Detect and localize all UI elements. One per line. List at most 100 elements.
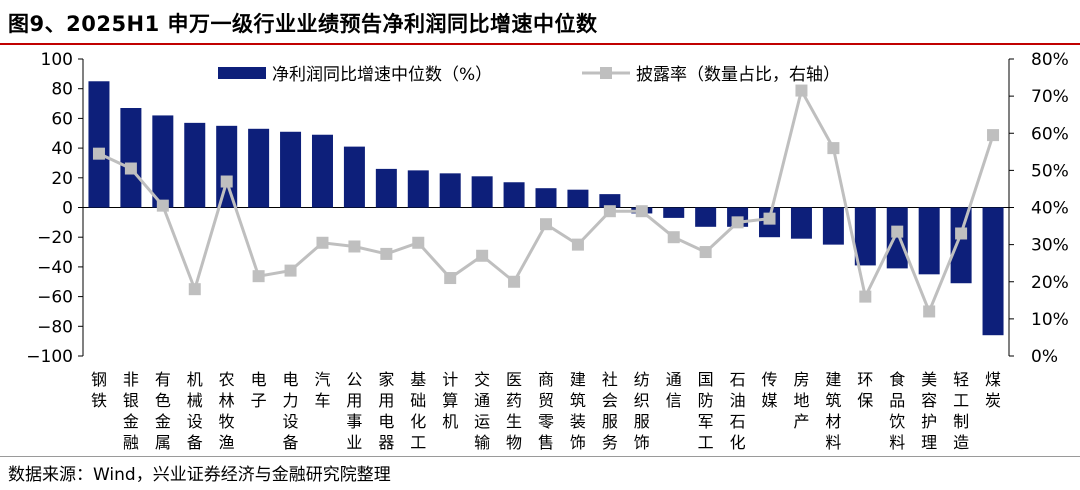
bar — [375, 168, 397, 208]
x-axis-category-label: 通信 — [666, 370, 682, 410]
line-marker — [699, 246, 712, 259]
line-marker — [124, 162, 137, 175]
bar — [120, 108, 142, 208]
x-axis-category-label: 家用电器 — [378, 370, 394, 452]
right-axis-tick-label: 30% — [1031, 236, 1069, 256]
bar — [567, 189, 589, 208]
x-axis-category-label: 电子 — [251, 370, 267, 410]
line-marker — [476, 249, 489, 262]
figure-title: 图9、2025H1 申万一级行业业绩预告净利润同比增速中位数 — [8, 12, 598, 36]
line-marker — [859, 290, 872, 303]
bar — [439, 173, 461, 208]
x-axis-category-label: 纺织服饰 — [634, 370, 650, 452]
bar — [503, 182, 525, 208]
right-axis-tick-label: 80% — [1031, 50, 1069, 70]
line-marker — [731, 216, 744, 229]
legend-line-marker — [600, 67, 612, 79]
x-axis-category-label: 计算机 — [442, 370, 458, 431]
legend: 净利润同比增速中位数（%） 披露率（数量占比，右轴） — [218, 65, 840, 85]
line-marker — [987, 129, 1000, 142]
bar — [343, 146, 365, 208]
x-axis-category-label: 医药生物 — [506, 370, 522, 452]
bar-series — [88, 81, 1004, 336]
right-axis-tick-label: 40% — [1031, 199, 1069, 219]
line-marker — [795, 84, 808, 97]
line-marker — [955, 227, 968, 240]
legend-bar-swatch — [218, 67, 266, 79]
bar — [918, 207, 940, 275]
left-axis-tick-label: 80 — [51, 80, 73, 100]
bar — [695, 207, 717, 227]
line-marker — [412, 236, 425, 249]
line-marker — [316, 236, 329, 249]
title-divider — [0, 43, 1080, 45]
x-axis-category-label: 建筑材料 — [825, 370, 841, 452]
left-axis-tick-label: 20 — [51, 169, 73, 189]
line-marker — [508, 275, 521, 288]
bar — [854, 207, 876, 266]
bar — [790, 207, 812, 239]
left-axis-tick-label: −40 — [37, 258, 73, 278]
left-axis-tick-label: −100 — [26, 347, 73, 367]
x-axis-category-label: 房地产 — [793, 370, 809, 431]
bar — [822, 207, 844, 245]
left-axis-tick-label: −80 — [37, 317, 73, 337]
source-divider — [0, 456, 1080, 457]
left-axis-tick-label: −60 — [37, 288, 73, 308]
x-axis-category-label: 食品饮料 — [889, 370, 905, 452]
line-marker — [891, 225, 904, 238]
source-note: 数据来源：Wind，兴业证券经济与金融研究院整理 — [8, 465, 391, 485]
bar — [886, 207, 908, 269]
bar — [280, 131, 302, 208]
right-axis-tick-label: 0% — [1031, 347, 1058, 367]
bar — [184, 122, 206, 208]
x-axis-category-label: 非银金融 — [123, 370, 139, 452]
x-axis-category-label: 电力设备 — [283, 370, 299, 452]
bar — [152, 115, 174, 208]
line-marker — [348, 240, 361, 253]
line-marker — [923, 305, 936, 318]
right-axis-tick-label: 60% — [1031, 124, 1069, 144]
line-marker — [380, 247, 393, 260]
right-axis-tick-label: 20% — [1031, 273, 1069, 293]
bar — [471, 176, 493, 208]
line-marker — [252, 270, 265, 283]
bar — [248, 128, 270, 208]
x-axis-category-label: 环保 — [857, 370, 873, 410]
bar — [311, 134, 333, 208]
category-labels: 钢铁非银金融有色金属机械设备农林牧渔电子电力设备汽车公用事业家用电器基础化工计算… — [91, 370, 1001, 452]
line-marker — [220, 175, 233, 188]
line-marker — [667, 231, 680, 244]
x-axis-category-label: 有色金属 — [155, 370, 171, 452]
x-axis-category-label: 汽车 — [314, 370, 330, 410]
left-axis-tick-label: 100 — [41, 50, 73, 70]
x-axis-category-label: 机械设备 — [187, 370, 203, 452]
line-series — [92, 84, 1000, 318]
left-axis-tick-label: 40 — [51, 139, 73, 159]
x-axis-category-label: 建筑装饰 — [570, 370, 586, 452]
bar — [950, 207, 972, 284]
line-marker — [635, 205, 648, 218]
bar — [535, 188, 557, 208]
line-marker — [603, 205, 616, 218]
x-axis-category-label: 农林牧渔 — [219, 370, 235, 452]
bar — [88, 81, 110, 208]
x-axis-category-label: 石油石化 — [730, 370, 746, 452]
x-axis-category-label: 传媒 — [762, 370, 778, 410]
x-axis-category-label: 钢铁 — [91, 370, 107, 410]
x-axis-category-label: 交通运输 — [474, 370, 490, 452]
chart-area: −100 −80 −60 −40 −20 0 20 40 60 80 100 0% 10% 20% 30% 4… — [26, 50, 1069, 452]
bar — [982, 207, 1004, 336]
line-marker — [156, 199, 169, 212]
line-marker — [444, 272, 457, 285]
x-axis-category-label: 轻工制造 — [953, 370, 969, 452]
legend-line-label: 披露率（数量占比，右轴） — [636, 65, 840, 85]
left-axis-tick-label: −20 — [37, 228, 73, 248]
line-marker — [188, 283, 201, 296]
line-marker — [92, 147, 105, 160]
axis-layer: −100 −80 −60 −40 −20 0 20 40 60 80 100 0% 10% 20% 30% 4… — [26, 50, 1069, 367]
right-axis-tick-label: 50% — [1031, 161, 1069, 181]
left-axis-tick-label: 60 — [51, 109, 73, 129]
bar — [407, 170, 429, 208]
x-axis-category-label: 商贸零售 — [538, 370, 554, 452]
